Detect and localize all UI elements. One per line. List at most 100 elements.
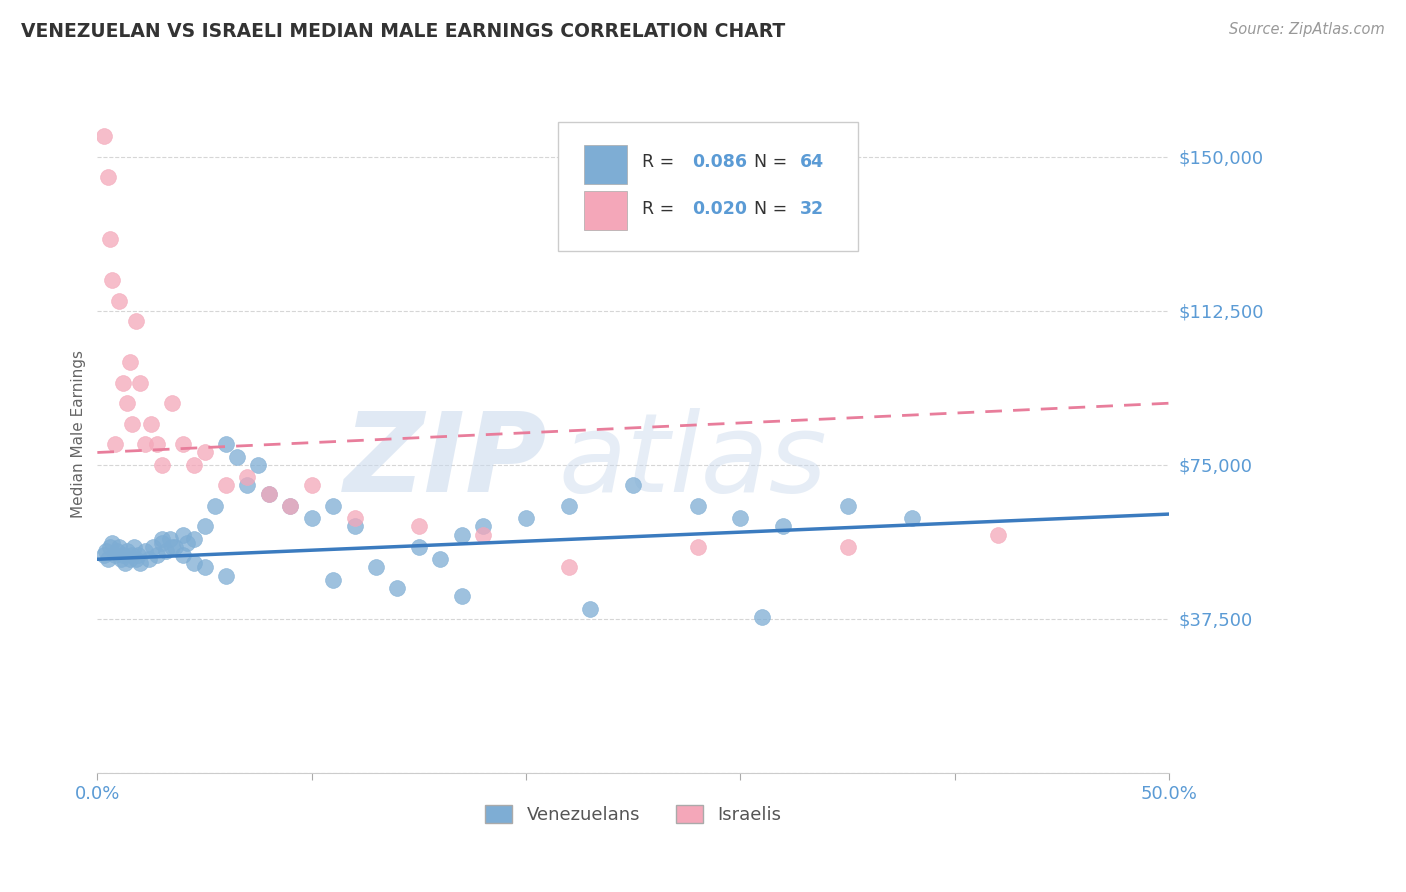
Point: [112, 376, 135, 390]
Point: [117, 544, 139, 558]
Point: [343, 511, 366, 525]
Point: [364, 560, 387, 574]
Point: [183, 458, 205, 472]
Point: [225, 450, 247, 464]
Point: [183, 532, 205, 546]
Text: ZIP: ZIP: [344, 408, 547, 515]
Point: [558, 499, 581, 513]
Point: [686, 499, 709, 513]
Point: [150, 458, 173, 472]
Text: R =: R =: [643, 153, 679, 171]
Point: [150, 532, 173, 546]
Text: 32: 32: [800, 201, 824, 219]
Point: [121, 548, 143, 562]
Point: [472, 527, 495, 541]
FancyBboxPatch shape: [583, 192, 627, 230]
Point: [621, 478, 644, 492]
Point: [162, 396, 184, 410]
Point: [122, 540, 145, 554]
Point: [257, 486, 280, 500]
Point: [387, 581, 409, 595]
Point: [472, 519, 495, 533]
Point: [236, 470, 259, 484]
Point: [247, 458, 270, 472]
Point: [408, 519, 430, 533]
Point: [146, 437, 169, 451]
Point: [134, 544, 156, 558]
Text: 0.020: 0.020: [692, 201, 747, 219]
Point: [98, 232, 121, 246]
Point: [987, 527, 1010, 541]
Point: [183, 557, 205, 571]
Point: [121, 417, 143, 431]
Point: [686, 540, 709, 554]
Text: VENEZUELAN VS ISRAELI MEDIAN MALE EARNINGS CORRELATION CHART: VENEZUELAN VS ISRAELI MEDIAN MALE EARNIN…: [21, 22, 786, 41]
Point: [204, 499, 226, 513]
Point: [159, 532, 181, 546]
Point: [193, 560, 215, 574]
Point: [125, 552, 148, 566]
Point: [98, 540, 121, 554]
Point: [93, 548, 115, 562]
Point: [172, 437, 194, 451]
Point: [107, 540, 129, 554]
Point: [450, 527, 472, 541]
Point: [172, 548, 194, 562]
Point: [118, 552, 141, 566]
Point: [103, 437, 125, 451]
FancyBboxPatch shape: [558, 122, 859, 251]
Point: [103, 548, 125, 562]
Point: [408, 540, 430, 554]
Point: [901, 511, 924, 525]
Point: [134, 437, 156, 451]
Point: [127, 548, 149, 562]
Point: [429, 552, 451, 566]
Point: [114, 557, 136, 571]
Legend: Venezuelans, Israelis: Venezuelans, Israelis: [478, 797, 789, 831]
Point: [215, 478, 238, 492]
Point: [163, 540, 186, 554]
Point: [129, 557, 152, 571]
Point: [236, 478, 259, 492]
Point: [110, 552, 132, 566]
Point: [162, 540, 184, 554]
Point: [215, 437, 238, 451]
Point: [101, 536, 124, 550]
Point: [730, 511, 752, 525]
Point: [93, 129, 115, 144]
Point: [301, 511, 323, 525]
Text: N =: N =: [742, 153, 793, 171]
Point: [278, 499, 301, 513]
Point: [322, 573, 344, 587]
Point: [301, 478, 323, 492]
Point: [257, 486, 280, 500]
Text: R =: R =: [643, 201, 679, 219]
FancyBboxPatch shape: [583, 145, 627, 184]
Point: [278, 499, 301, 513]
Point: [322, 499, 344, 513]
Point: [129, 376, 152, 390]
Point: [837, 499, 859, 513]
Point: [772, 519, 794, 533]
Point: [146, 548, 169, 562]
Point: [579, 601, 602, 615]
Point: [558, 560, 581, 574]
Y-axis label: Median Male Earnings: Median Male Earnings: [72, 350, 86, 518]
Text: atlas: atlas: [558, 408, 827, 515]
Point: [107, 293, 129, 308]
Point: [97, 552, 120, 566]
Point: [751, 609, 773, 624]
Text: N =: N =: [742, 201, 793, 219]
Point: [142, 540, 165, 554]
Point: [215, 568, 238, 582]
Point: [118, 355, 141, 369]
Text: 64: 64: [800, 153, 824, 171]
Point: [176, 536, 198, 550]
Point: [193, 519, 215, 533]
Point: [138, 552, 160, 566]
Point: [94, 544, 117, 558]
Point: [117, 396, 139, 410]
Point: [139, 417, 162, 431]
Point: [155, 544, 177, 558]
Point: [172, 527, 194, 541]
